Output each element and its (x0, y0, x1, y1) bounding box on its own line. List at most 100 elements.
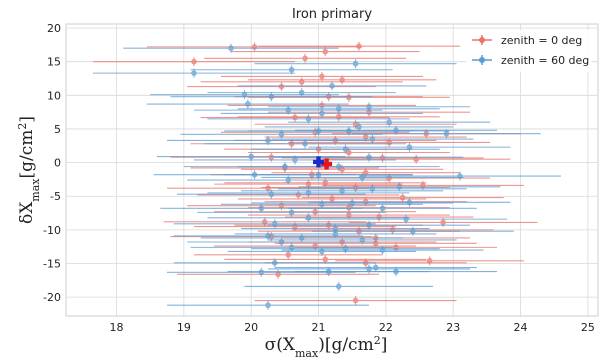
point-marker (362, 134, 369, 140)
point-marker (191, 58, 197, 65)
data-point-zenith-0 (214, 179, 403, 189)
point-marker (285, 251, 292, 258)
point-marker (366, 154, 372, 161)
point-marker (369, 186, 376, 192)
data-point-zenith-0 (284, 212, 474, 222)
point-marker (295, 192, 302, 198)
data-point-zenith-60 (123, 43, 339, 53)
point-marker (339, 188, 345, 194)
data-point-zenith-0 (220, 71, 423, 81)
point-marker (298, 89, 305, 96)
data-point-zenith-60 (352, 129, 541, 139)
y-tick-label: -10 (43, 224, 61, 237)
data-point-zenith-60 (197, 207, 386, 217)
point-marker (366, 222, 372, 228)
point-marker (319, 201, 325, 208)
mean-marker-zenith-60 (313, 156, 325, 168)
point-marker (332, 225, 339, 232)
point-marker (443, 130, 450, 137)
point-marker (399, 194, 406, 201)
point-marker (305, 190, 312, 196)
x-tick-label: 22 (379, 321, 393, 334)
data-point-zenith-60 (305, 214, 508, 224)
point-marker (349, 200, 356, 206)
point-marker (315, 171, 322, 178)
data-point-zenith-60 (227, 246, 417, 256)
point-marker (288, 209, 295, 216)
data-point-zenith-0 (247, 203, 450, 213)
point-marker (393, 127, 399, 134)
data-points (92, 41, 561, 310)
point-marker (271, 260, 278, 266)
point-marker (258, 205, 265, 212)
y-ticks: -20 -15 -10 -5 0 5 10 15 20 (43, 22, 61, 304)
point-marker (379, 205, 386, 212)
point-marker (403, 216, 409, 222)
point-marker (372, 264, 379, 271)
point-marker (346, 212, 352, 218)
point-marker (282, 163, 288, 170)
data-point-zenith-0 (247, 75, 437, 85)
y-tick-label: -20 (43, 291, 61, 304)
point-marker (339, 77, 345, 83)
data-point-zenith-60 (167, 300, 370, 310)
legend-marker-zenith-60 (472, 55, 492, 65)
y-tick-label: 15 (47, 56, 61, 69)
point-marker (406, 144, 413, 150)
data-point-zenith-60 (298, 182, 501, 192)
point-marker (228, 45, 234, 52)
point-marker (298, 235, 305, 241)
point-marker (352, 60, 359, 67)
point-marker (393, 244, 399, 251)
point-marker (410, 228, 416, 235)
data-point-zenith-0 (257, 41, 460, 51)
data-point-zenith-0 (301, 193, 504, 203)
data-point-zenith-60 (207, 88, 396, 98)
point-marker (278, 83, 285, 90)
mean-marker-zenith-0 (321, 158, 333, 170)
data-point-zenith-60 (268, 235, 457, 245)
data-point-zenith-0 (224, 254, 427, 264)
legend: zenith = 0 deg zenith = 60 deg (466, 30, 592, 72)
data-point-zenith-60 (190, 65, 393, 75)
point-marker (268, 191, 275, 198)
y-tick-label: 0 (54, 157, 61, 170)
x-tick-label: 21 (312, 321, 326, 334)
data-point-zenith-0 (177, 269, 380, 279)
point-marker (369, 136, 376, 142)
data-point-zenith-60 (237, 81, 427, 91)
point-marker (268, 93, 275, 100)
point-marker (379, 247, 386, 253)
x-tick-label: 19 (177, 321, 191, 334)
point-marker (288, 244, 295, 251)
data-point-zenith-60 (187, 237, 376, 247)
point-marker (389, 227, 396, 233)
point-marker (356, 124, 362, 130)
point-marker (366, 266, 372, 272)
point-marker (271, 221, 278, 227)
legend-label-zenith-0: zenith = 0 deg (501, 34, 582, 47)
data-point-zenith-0 (247, 92, 450, 102)
point-marker (386, 119, 393, 126)
point-marker (261, 219, 268, 225)
point-marker (406, 199, 413, 206)
data-point-zenith-60 (244, 281, 434, 291)
point-marker (292, 157, 298, 163)
point-marker (278, 131, 285, 138)
point-marker (329, 83, 335, 89)
y-tick-label: 10 (47, 89, 61, 102)
point-marker (241, 91, 248, 98)
point-marker (288, 66, 295, 73)
point-marker (319, 248, 325, 255)
data-point-zenith-60 (274, 263, 477, 273)
point-marker (268, 154, 275, 161)
x-ticks: 18 19 20 21 22 23 24 25 (110, 321, 595, 334)
point-marker (346, 94, 352, 101)
data-point-zenith-60 (220, 108, 423, 118)
point-marker (413, 156, 419, 163)
data-point-zenith-0 (92, 57, 295, 67)
data-point-zenith-60 (308, 197, 511, 207)
point-marker (312, 208, 318, 215)
x-tick-label: 20 (244, 321, 258, 334)
data-point-zenith-0 (321, 154, 511, 164)
